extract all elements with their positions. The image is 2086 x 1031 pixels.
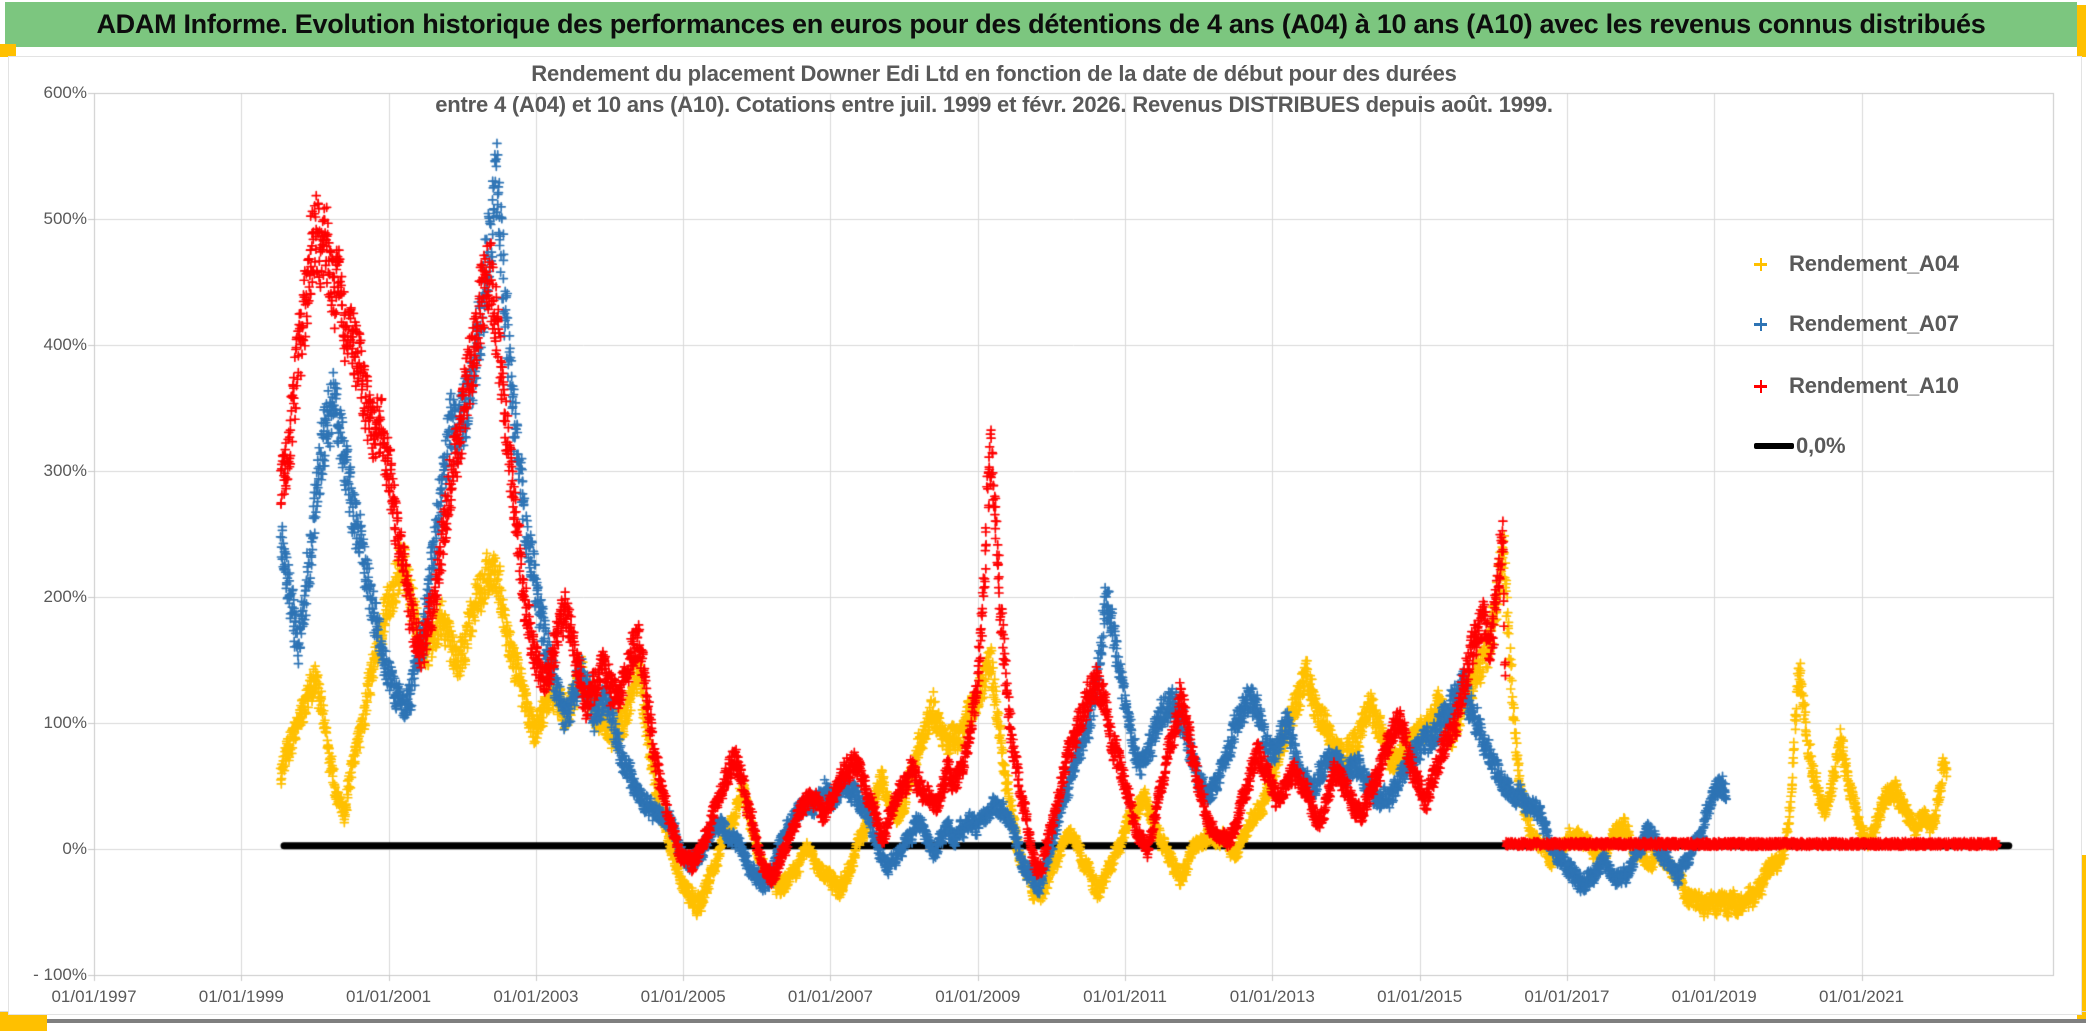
x-axis-label: 01/01/2021: [1818, 987, 1905, 1006]
y-axis-label: 300%: [43, 461, 87, 480]
gold-accent-top-left: [0, 44, 16, 57]
x-axis-label: 01/01/2013: [1229, 987, 1315, 1006]
y-axis-label: 500%: [43, 209, 87, 228]
legend-label: Rendement_A04: [1789, 251, 1959, 276]
x-axis-label: 01/01/2017: [1524, 987, 1610, 1006]
legend-label: 0,0%: [1796, 433, 1846, 458]
plus-marker-icon: [1754, 317, 1767, 331]
x-axis-label: 01/01/2015: [1377, 987, 1463, 1006]
chart-title-line1: Rendement du placement Downer Edi Ltd en…: [531, 61, 1457, 86]
legend-item-rendement-a10[interactable]: Rendement_A10: [1754, 371, 1959, 401]
legend-item-rendement-a07[interactable]: Rendement_A07: [1754, 309, 1959, 339]
legend-label: Rendement_A07: [1789, 311, 1959, 336]
chart-title-line2: entre 4 (A04) et 10 ans (A10). Cotations…: [435, 92, 1553, 117]
x-axis-label: 01/01/2003: [493, 987, 579, 1006]
x-axis-label: 01/01/2011: [1083, 987, 1167, 1006]
y-axis-label: 400%: [43, 335, 87, 354]
x-axis-label: 01/01/2005: [640, 987, 726, 1006]
x-axis-label: 01/01/2019: [1671, 987, 1757, 1006]
bottom-rule-dark: [47, 1019, 2086, 1023]
gold-accent-bottom-left: [0, 1012, 47, 1031]
zero-line-marker-icon: [1754, 443, 1794, 449]
page-title: ADAM Informe. Evolution historique des p…: [96, 9, 1986, 39]
y-axis-label: 200%: [43, 587, 87, 606]
x-axis-label: 01/01/1997: [51, 987, 137, 1006]
y-axis-label: 600%: [43, 83, 87, 102]
header-banner: ADAM Informe. Evolution historique des p…: [5, 2, 2077, 47]
gold-accent-top-right: [2077, 5, 2086, 57]
chart-object[interactable]: Rendement du placement Downer Edi Ltd en…: [8, 56, 2082, 1015]
plus-marker-icon: [1754, 379, 1767, 393]
plot-canvas[interactable]: [9, 57, 2081, 1014]
y-axis-label: - 100%: [33, 965, 87, 984]
x-axis-label: 01/01/2001: [346, 987, 432, 1006]
x-axis-label: 01/01/2007: [787, 987, 873, 1006]
y-axis-label: 0%: [62, 839, 87, 858]
legend-item-zero-line[interactable]: 0,0%: [1754, 431, 1846, 461]
plus-marker-icon: [1754, 257, 1767, 271]
x-axis-label: 01/01/1999: [198, 987, 284, 1006]
y-axis-label: 100%: [43, 713, 87, 732]
legend-item-rendement-a04[interactable]: Rendement_A04: [1754, 249, 1959, 279]
x-axis-label: 01/01/2009: [935, 987, 1021, 1006]
legend-label: Rendement_A10: [1789, 373, 1959, 398]
